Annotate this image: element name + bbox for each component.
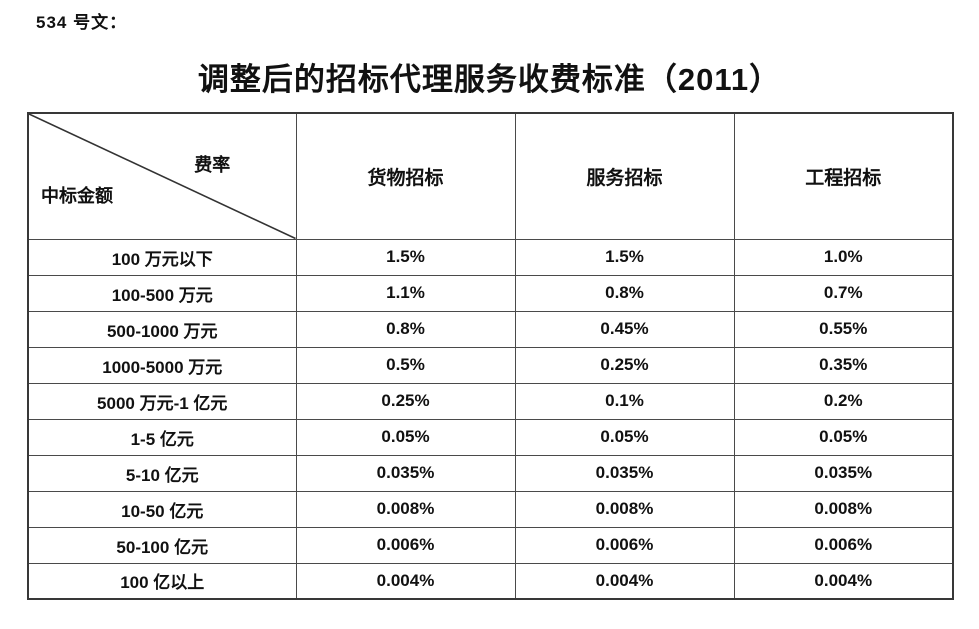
document-number-label: 534 号文： — [36, 13, 128, 32]
service-rate-cell: 0.006% — [514, 526, 735, 564]
table-row: 100 万元以下 1.5% 1.5% 1.0% — [27, 238, 954, 276]
column-header-service: 服务招标 — [514, 112, 735, 240]
goods-rate-cell: 1.5% — [295, 238, 516, 276]
goods-rate-cell: 0.006% — [295, 526, 516, 564]
corner-label-rate: 费率 — [194, 155, 231, 176]
service-rate-cell: 0.1% — [514, 382, 735, 420]
amount-range-cell: 500-1000 万元 — [27, 310, 297, 348]
service-rate-cell: 0.25% — [514, 346, 735, 384]
service-rate-cell: 1.5% — [514, 238, 735, 276]
goods-rate-cell: 0.004% — [295, 562, 516, 600]
service-rate-cell: 0.45% — [514, 310, 735, 348]
engineering-rate-cell: 0.006% — [733, 526, 954, 564]
table-row: 10-50 亿元 0.008% 0.008% 0.008% — [27, 490, 954, 528]
engineering-rate-cell: 0.2% — [733, 382, 954, 420]
table-row: 100 亿以上 0.004% 0.004% 0.004% — [27, 562, 954, 600]
goods-rate-cell: 0.008% — [295, 490, 516, 528]
amount-range-cell: 100 亿以上 — [27, 562, 297, 600]
service-rate-cell: 0.004% — [514, 562, 735, 600]
amount-range-cell: 100-500 万元 — [27, 274, 297, 312]
engineering-rate-cell: 0.55% — [733, 310, 954, 348]
goods-rate-cell: 0.035% — [295, 454, 516, 492]
table-row: 1-5 亿元 0.05% 0.05% 0.05% — [27, 418, 954, 456]
table-row: 5000 万元-1 亿元 0.25% 0.1% 0.2% — [27, 382, 954, 420]
goods-rate-cell: 1.1% — [295, 274, 516, 312]
engineering-rate-cell: 0.035% — [733, 454, 954, 492]
amount-range-cell: 1000-5000 万元 — [27, 346, 297, 384]
table-row: 1000-5000 万元 0.5% 0.25% 0.35% — [27, 346, 954, 384]
amount-range-cell: 5-10 亿元 — [27, 454, 297, 492]
engineering-rate-cell: 0.004% — [733, 562, 954, 600]
goods-rate-cell: 0.5% — [295, 346, 516, 384]
table-row: 5-10 亿元 0.035% 0.035% 0.035% — [27, 454, 954, 492]
amount-range-cell: 1-5 亿元 — [27, 418, 297, 456]
engineering-rate-cell: 1.0% — [733, 238, 954, 276]
engineering-rate-cell: 0.7% — [733, 274, 954, 312]
service-rate-cell: 0.8% — [514, 274, 735, 312]
amount-range-cell: 5000 万元-1 亿元 — [27, 382, 297, 420]
column-header-goods: 货物招标 — [295, 112, 516, 240]
table-row: 50-100 亿元 0.006% 0.006% 0.006% — [27, 526, 954, 564]
fee-rate-table: 费率 中标金额 货物招标 服务招标 工程招标 100 万元以下 1.5% 1.5… — [27, 112, 954, 600]
table-row: 100-500 万元 1.1% 0.8% 0.7% — [27, 274, 954, 312]
amount-range-cell: 50-100 亿元 — [27, 526, 297, 564]
column-header-engineering: 工程招标 — [733, 112, 954, 240]
table-row: 500-1000 万元 0.8% 0.45% 0.55% — [27, 310, 954, 348]
goods-rate-cell: 0.8% — [295, 310, 516, 348]
corner-label-amount: 中标金额 — [40, 186, 113, 207]
goods-rate-cell: 0.25% — [295, 382, 516, 420]
page-title: 调整后的招标代理服务收费标准（2011） — [197, 62, 782, 97]
engineering-rate-cell: 0.35% — [733, 346, 954, 384]
table-header-row: 费率 中标金额 货物招标 服务招标 工程招标 — [27, 112, 954, 240]
engineering-rate-cell: 0.008% — [733, 490, 954, 528]
fee-rate-table-grid: 费率 中标金额 货物招标 服务招标 工程招标 100 万元以下 1.5% 1.5… — [27, 112, 954, 600]
engineering-rate-cell: 0.05% — [733, 418, 954, 456]
goods-rate-cell: 0.05% — [295, 418, 516, 456]
amount-range-cell: 10-50 亿元 — [27, 490, 297, 528]
diagonal-corner-header-cell: 费率 中标金额 — [27, 112, 297, 240]
service-rate-cell: 0.035% — [514, 454, 735, 492]
service-rate-cell: 0.05% — [514, 418, 735, 456]
service-rate-cell: 0.008% — [514, 490, 735, 528]
amount-range-cell: 100 万元以下 — [27, 238, 297, 276]
diagonal-divider-line — [29, 114, 296, 239]
